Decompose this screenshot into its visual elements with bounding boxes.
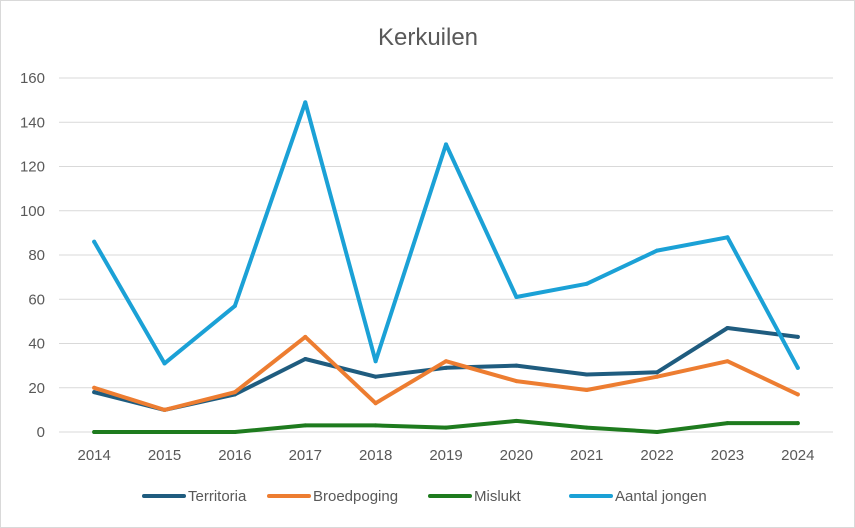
y-tick-label: 60 — [28, 291, 45, 308]
x-tick-label: 2021 — [570, 447, 603, 464]
data-point-broedpoging — [303, 334, 308, 339]
data-point-broedpoging — [162, 407, 167, 412]
data-point-broedpoging — [655, 374, 660, 379]
legend-label-mislukt: Mislukt — [474, 488, 522, 505]
data-point-broedpoging — [584, 387, 589, 392]
data-point-aantal-jongen — [373, 359, 378, 364]
data-point-mislukt — [303, 423, 308, 428]
data-point-broedpoging — [373, 401, 378, 406]
x-tick-label: 2014 — [77, 447, 110, 464]
data-point-broedpoging — [725, 359, 730, 364]
data-point-aantal-jongen — [584, 281, 589, 286]
x-tick-label: 2018 — [359, 447, 392, 464]
data-point-territoria — [795, 334, 800, 339]
data-point-aantal-jongen — [514, 295, 519, 300]
data-point-aantal-jongen — [303, 100, 308, 105]
legend-label-broedpoging: Broedpoging — [313, 488, 398, 505]
x-tick-label: 2017 — [289, 447, 322, 464]
data-point-broedpoging — [514, 379, 519, 384]
data-point-mislukt — [725, 421, 730, 426]
data-point-aantal-jongen — [232, 303, 237, 308]
legend-label-aantal-jongen: Aantal jongen — [615, 488, 707, 505]
chart-title: Kerkuilen — [378, 24, 478, 51]
y-tick-label: 140 — [20, 114, 45, 131]
data-point-mislukt — [373, 423, 378, 428]
data-point-aantal-jongen — [444, 142, 448, 147]
data-point-territoria — [373, 374, 378, 379]
data-point-aantal-jongen — [655, 248, 660, 253]
data-point-territoria — [655, 370, 660, 375]
y-tick-label: 100 — [20, 203, 45, 220]
x-axis-ticks: 2014 2015 2016 2017 2018 2019 2020 2021 2022 2023… — [77, 447, 814, 464]
series-lines — [92, 100, 800, 434]
x-tick-label: 2015 — [148, 447, 181, 464]
x-tick-label: 2022 — [640, 447, 673, 464]
data-point-territoria — [584, 372, 589, 377]
y-tick-label: 120 — [20, 159, 45, 176]
series-line-aantal-jongen — [92, 100, 800, 370]
data-point-mislukt — [655, 430, 660, 434]
data-point-territoria — [92, 390, 97, 395]
data-point-territoria — [514, 363, 519, 368]
x-tick-label: 2016 — [218, 447, 251, 464]
data-point-broedpoging — [444, 359, 448, 364]
data-point-aantal-jongen — [795, 365, 800, 370]
x-tick-label: 2024 — [781, 447, 814, 464]
x-tick-label: 2023 — [711, 447, 744, 464]
data-point-broedpoging — [795, 392, 800, 397]
data-point-aantal-jongen — [725, 235, 730, 240]
y-tick-label: 20 — [28, 380, 45, 397]
data-point-broedpoging — [92, 385, 97, 390]
data-point-aantal-jongen — [162, 361, 167, 366]
data-point-territoria — [444, 365, 448, 370]
x-tick-label: 2020 — [500, 447, 533, 464]
data-point-aantal-jongen — [92, 239, 97, 244]
gridlines — [59, 77, 833, 433]
data-point-mislukt — [514, 418, 519, 423]
y-tick-label: 160 — [20, 70, 45, 87]
data-point-mislukt — [795, 421, 800, 426]
data-point-mislukt — [584, 425, 589, 430]
data-point-mislukt — [232, 430, 237, 434]
data-point-mislukt — [162, 430, 167, 434]
x-tick-label: 2019 — [429, 447, 462, 464]
data-point-territoria — [725, 326, 730, 331]
data-point-mislukt — [92, 430, 97, 434]
legend: Territoria Broedpoging Mislukt Aantal jonge… — [142, 488, 707, 505]
data-point-territoria — [303, 356, 308, 361]
y-tick-label: 80 — [28, 247, 45, 264]
y-axis-ticks: 0 20 40 60 80 100 120 140 160 — [20, 70, 45, 441]
y-tick-label: 0 — [37, 424, 45, 441]
data-point-broedpoging — [232, 390, 237, 395]
y-tick-label: 40 — [28, 336, 45, 353]
data-point-mislukt — [444, 425, 448, 430]
legend-label-territoria: Territoria — [188, 488, 247, 505]
